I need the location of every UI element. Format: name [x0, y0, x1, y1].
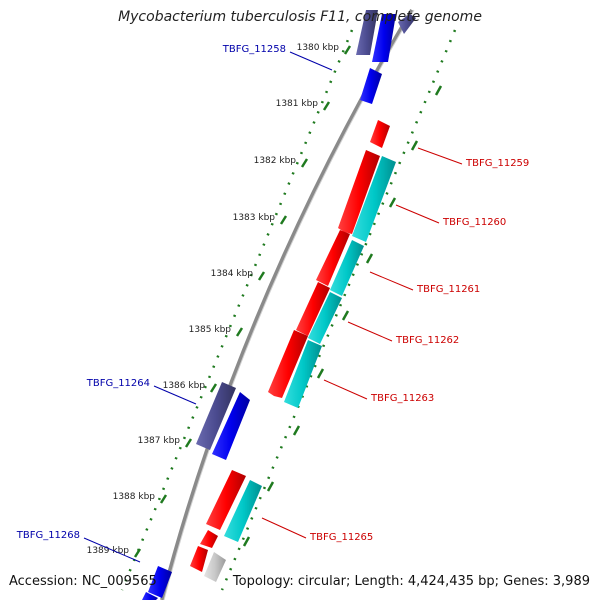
gene-arrow[interactable]	[296, 282, 330, 336]
gene-arrow[interactable]	[142, 592, 158, 600]
outer-dotted-ring	[220, 29, 457, 591]
tick-label: 1384 kbp	[211, 269, 254, 279]
outer-tick-mark	[410, 140, 419, 151]
gene-arrow[interactable]	[360, 68, 382, 104]
gene-arrow[interactable]	[190, 546, 208, 572]
tick-mark	[235, 327, 244, 337]
tick-mark	[322, 101, 331, 111]
gene-arrow[interactable]	[316, 230, 350, 286]
gene-label[interactable]: TBFG_11265	[309, 532, 373, 543]
tick-label: 1382 kbp	[254, 156, 297, 166]
tick-mark	[257, 271, 266, 281]
gene-arrow[interactable]	[370, 120, 390, 148]
accession-label: Accession: NC_009565	[9, 574, 157, 589]
gene-label[interactable]: TBFG_11262	[395, 335, 459, 346]
gene-label[interactable]: TBFG_11260	[442, 217, 506, 228]
gene-label[interactable]: TBFG_11264	[86, 378, 150, 389]
outer-tick-mark	[292, 425, 301, 436]
tick-mark	[133, 548, 142, 558]
gene-arrow[interactable]	[224, 480, 262, 542]
label-leader-line	[261, 517, 307, 539]
label-leader-line	[289, 51, 333, 71]
label-leader-line	[347, 321, 393, 342]
tick-ring	[120, 29, 354, 591]
gene-arrow[interactable]	[268, 330, 308, 398]
gene-label[interactable]: TBFG_11258	[222, 44, 286, 55]
tick-label: 1387 kbp	[138, 436, 181, 446]
gene-arrow[interactable]	[352, 156, 396, 242]
label-leader-lines	[83, 51, 463, 563]
gene-arrow[interactable]	[206, 470, 246, 530]
gene-arrow[interactable]	[338, 150, 380, 234]
tick-mark	[184, 438, 193, 448]
genome-title: Mycobacterium tuberculosis F11, complete…	[118, 9, 482, 25]
gene-arrow[interactable]	[284, 340, 322, 408]
outer-tick-mark	[434, 85, 443, 96]
gene-arrow[interactable]	[204, 552, 226, 582]
gene-arrow[interactable]	[200, 530, 218, 548]
tick-label: 1389 kbp	[87, 546, 130, 556]
tick-label: 1386 kbp	[163, 381, 206, 391]
tick-label: 1381 kbp	[276, 99, 319, 109]
gene-label[interactable]: TBFG_11263	[370, 393, 434, 404]
outer-tick-mark	[242, 536, 251, 547]
label-leader-line	[153, 385, 197, 405]
tick-mark	[159, 494, 168, 504]
label-leader-line	[323, 379, 368, 400]
outer-tick-mark	[365, 253, 374, 264]
tick-mark	[279, 215, 288, 225]
gene-arrow[interactable]	[196, 382, 236, 450]
label-leader-line	[395, 204, 440, 224]
gene-arrow[interactable]	[212, 392, 250, 460]
tick-label: 1383 kbp	[233, 213, 276, 223]
label-leader-line	[369, 271, 414, 291]
gene-arrow[interactable]	[398, 14, 416, 34]
tick-label: 1380 kbp	[297, 43, 340, 53]
gene-arrow[interactable]	[308, 292, 342, 344]
tick-label: 1385 kbp	[189, 325, 232, 335]
gene-arrow[interactable]	[372, 14, 396, 62]
label-leader-line	[417, 147, 463, 165]
gene-label[interactable]: TBFG_11259	[465, 158, 529, 169]
gene-labels: TBFG_11258 TBFG_11259 TBFG_11260 TBFG_11261…	[16, 44, 530, 543]
outer-tick-mark	[266, 481, 275, 492]
gene-arrow[interactable]	[330, 240, 364, 296]
outer-tick-mark	[341, 310, 350, 321]
outer-tick-mark	[316, 368, 325, 379]
outer-tick-mark	[388, 197, 397, 208]
gene-arrow[interactable]	[356, 10, 378, 55]
topology-label: Topology: circular; Length: 4,424,435 bp…	[232, 574, 590, 589]
tick-mark	[209, 383, 218, 393]
tick-mark	[343, 45, 352, 55]
tick-marks: 1380 kbp 1381 kbp 1382 kbp 1383 kbp 1384 kbp…	[87, 43, 443, 558]
gene-label[interactable]: TBFG_11268	[16, 530, 80, 541]
gene-label[interactable]: TBFG_11261	[416, 284, 480, 295]
label-leader-line	[83, 537, 141, 563]
tick-mark	[300, 158, 309, 168]
tick-label: 1388 kbp	[113, 492, 156, 502]
gene-arrow[interactable]	[148, 566, 172, 598]
gene-features	[142, 10, 416, 600]
